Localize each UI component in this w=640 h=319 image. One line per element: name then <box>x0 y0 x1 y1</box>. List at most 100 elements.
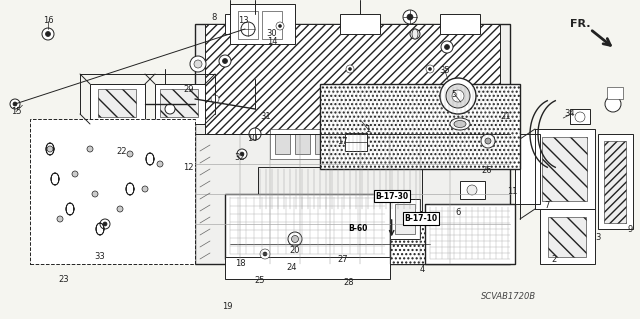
Bar <box>225 194 390 259</box>
Text: 26: 26 <box>481 166 492 175</box>
Text: 14: 14 <box>267 37 277 46</box>
Ellipse shape <box>412 29 418 39</box>
Text: 17: 17 <box>337 137 348 146</box>
Text: 13: 13 <box>238 16 248 25</box>
Bar <box>270 129 350 159</box>
Text: 22: 22 <box>116 147 127 156</box>
Bar <box>542 137 587 201</box>
Circle shape <box>605 96 621 112</box>
Bar <box>548 217 586 257</box>
Bar <box>225 194 390 259</box>
Circle shape <box>260 249 270 259</box>
Bar <box>535 129 595 209</box>
Circle shape <box>452 90 464 102</box>
Circle shape <box>72 171 78 177</box>
Circle shape <box>10 99 20 109</box>
Circle shape <box>127 151 133 157</box>
Bar <box>425 204 515 264</box>
Circle shape <box>440 78 476 114</box>
Circle shape <box>165 104 175 114</box>
Circle shape <box>288 232 302 246</box>
Circle shape <box>481 134 495 148</box>
Text: 6: 6 <box>455 208 460 217</box>
Bar <box>543 156 568 174</box>
Bar <box>425 204 515 264</box>
Bar <box>604 141 626 223</box>
Circle shape <box>426 65 434 73</box>
Bar <box>335 134 350 154</box>
Text: 23: 23 <box>59 275 69 284</box>
Bar <box>340 14 380 34</box>
Bar <box>598 134 633 229</box>
Circle shape <box>240 152 244 156</box>
Text: 24: 24 <box>286 263 296 272</box>
Circle shape <box>446 84 470 108</box>
Ellipse shape <box>454 121 466 128</box>
Text: 19: 19 <box>222 302 232 311</box>
Text: B-60: B-60 <box>349 224 368 233</box>
Circle shape <box>211 95 219 103</box>
Text: 28: 28 <box>344 278 354 287</box>
Circle shape <box>349 68 351 70</box>
Circle shape <box>445 44 449 49</box>
Text: 35: 35 <box>440 66 450 75</box>
Bar <box>345 133 367 151</box>
Circle shape <box>241 22 255 36</box>
Bar <box>460 181 485 199</box>
Circle shape <box>194 60 202 68</box>
Circle shape <box>237 149 247 159</box>
Bar <box>30 119 195 264</box>
Bar <box>390 199 420 239</box>
Bar <box>230 219 430 264</box>
Circle shape <box>407 14 413 20</box>
Text: 2: 2 <box>551 256 556 264</box>
Text: 27: 27 <box>337 256 348 264</box>
Text: 9: 9 <box>628 225 633 234</box>
Circle shape <box>100 219 110 229</box>
Bar <box>275 134 290 154</box>
Circle shape <box>157 161 163 167</box>
Text: 10: 10 <box>248 134 258 143</box>
Bar <box>440 14 480 34</box>
Circle shape <box>45 32 51 36</box>
Text: 1: 1 <box>365 125 371 134</box>
Bar <box>295 134 310 154</box>
Text: 16: 16 <box>43 16 53 25</box>
Text: 11: 11 <box>507 187 517 196</box>
Bar <box>160 89 198 117</box>
Circle shape <box>117 206 123 212</box>
Circle shape <box>278 25 282 27</box>
Text: 12: 12 <box>184 163 194 172</box>
Bar <box>540 209 595 264</box>
Circle shape <box>13 102 17 106</box>
Circle shape <box>103 222 107 226</box>
Circle shape <box>485 138 491 144</box>
Text: 15: 15 <box>11 107 21 116</box>
Text: 29: 29 <box>184 85 194 94</box>
Bar <box>225 257 390 279</box>
Circle shape <box>47 146 53 152</box>
Text: B-17-10: B-17-10 <box>404 214 438 223</box>
Text: 31: 31 <box>260 112 271 121</box>
Text: FR.: FR. <box>570 19 591 29</box>
Bar <box>238 11 258 39</box>
Circle shape <box>223 58 227 63</box>
Bar <box>98 89 136 117</box>
Circle shape <box>575 112 585 122</box>
Bar <box>515 134 540 204</box>
Bar <box>320 84 520 169</box>
Text: B-17-30: B-17-30 <box>375 192 408 201</box>
Bar <box>225 14 265 34</box>
Text: 7: 7 <box>545 201 550 210</box>
Text: 30: 30 <box>267 29 277 38</box>
Circle shape <box>249 128 261 140</box>
Text: 18: 18 <box>235 259 245 268</box>
Circle shape <box>346 65 354 73</box>
Circle shape <box>92 191 98 197</box>
Circle shape <box>142 186 148 192</box>
Circle shape <box>87 146 93 152</box>
Bar <box>262 11 282 39</box>
Text: 25: 25 <box>254 276 264 285</box>
Bar <box>548 151 563 159</box>
Bar <box>395 204 415 234</box>
